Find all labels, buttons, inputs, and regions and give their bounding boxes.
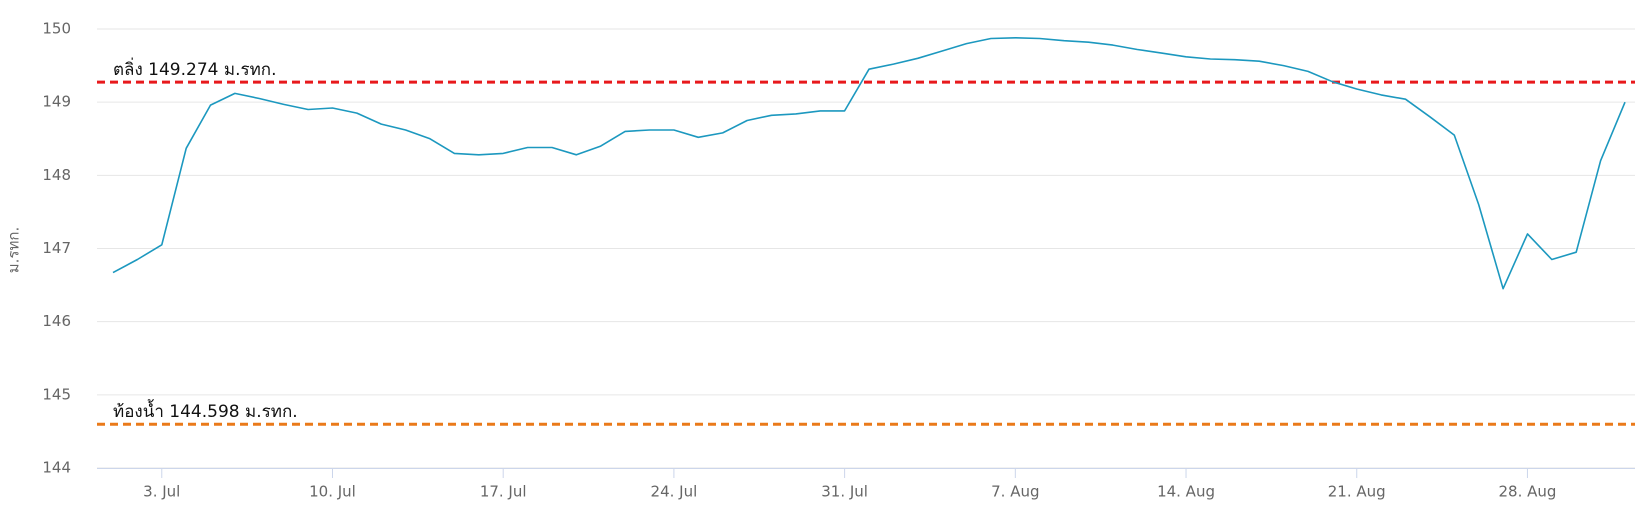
plot-line-label: ตลิ่ง 149.274 ม.รทก. — [113, 57, 277, 80]
x-tick-label: 21. Aug — [1328, 483, 1386, 501]
y-tick-label: 150 — [42, 20, 71, 38]
x-tick-label: 28. Aug — [1498, 483, 1556, 501]
y-tick-label: 146 — [42, 312, 71, 330]
x-tick-label: 31. Jul — [821, 483, 868, 501]
y-tick-label: 144 — [42, 459, 71, 477]
x-tick-label: 7. Aug — [991, 483, 1039, 501]
x-tick-label: 17. Jul — [480, 483, 527, 501]
x-tick-label: 14. Aug — [1157, 483, 1215, 501]
plot-line-label: ท้องน้ำ 144.598 ม.รทก. — [113, 399, 298, 422]
y-tick-label: 148 — [42, 166, 71, 184]
y-axis-title: ม.รทก. — [5, 227, 23, 273]
y-tick-label: 145 — [42, 385, 71, 403]
y-tick-label: 149 — [42, 93, 71, 111]
x-tick-label: 3. Jul — [143, 483, 180, 501]
series-line — [112, 37, 1626, 290]
x-tick-label: 24. Jul — [651, 483, 698, 501]
y-tick-label: 147 — [42, 239, 71, 257]
x-tick-label: 10. Jul — [309, 483, 356, 501]
